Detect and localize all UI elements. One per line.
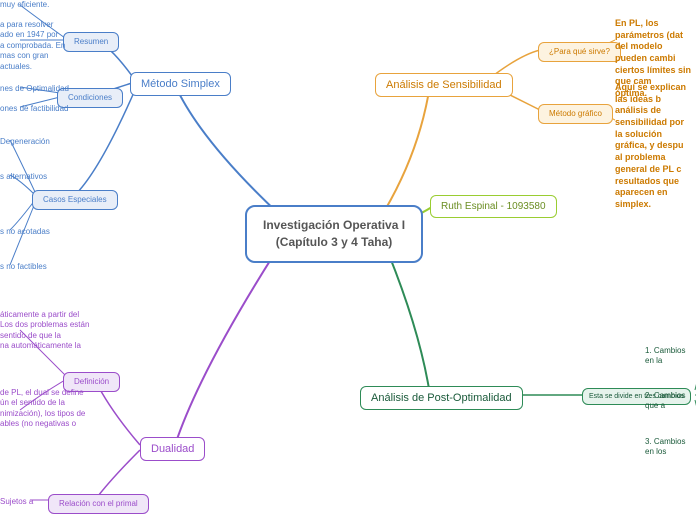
node-resumen[interactable]: Resumen xyxy=(63,32,119,52)
text-def1: áticamente a partir del Los dos problema… xyxy=(0,310,89,352)
node-analisis-sensibilidad[interactable]: Análisis de Sensibilidad xyxy=(375,73,513,97)
center-title-2: (Capítulo 3 y 4 Taha) xyxy=(263,234,405,251)
text-cambio1: 1. Cambios en la xyxy=(645,346,696,367)
node-relacion-primal[interactable]: Relación con el primal xyxy=(48,494,149,514)
text-sujetos: Sujetos a xyxy=(0,497,33,507)
text-resumen: a para resolver ado en 1947 por a compro… xyxy=(0,20,65,72)
text-cambio2: 2. Cambios que a xyxy=(645,391,696,412)
text-metodo-grafico: Aquí se explican las ideas b análisis de… xyxy=(615,82,696,211)
node-dualidad[interactable]: Dualidad xyxy=(140,437,205,461)
text-no-acotadas: s no acotadas xyxy=(0,227,50,237)
text-optimalidad: nes de Optimalidad xyxy=(0,84,69,94)
node-metodo-grafico[interactable]: Método gráfico xyxy=(538,104,613,124)
text-cambio3: 3. Cambios en los xyxy=(645,437,696,458)
text-alternativos: s alternativos xyxy=(0,172,47,182)
center-node: Investigación Operativa I (Capítulo 3 y … xyxy=(245,205,423,263)
node-casos-especiales[interactable]: Casos Especiales xyxy=(32,190,118,210)
node-para-que[interactable]: ¿Para qué sirve? xyxy=(538,42,621,62)
node-metodo-simplex[interactable]: Método Simplex xyxy=(130,72,231,96)
text-eficiente: muy eficiente. xyxy=(0,0,49,10)
node-analisis-post[interactable]: Análisis de Post-Optimalidad xyxy=(360,386,523,410)
text-no-factibles: s no factibles xyxy=(0,262,47,272)
text-factibilidad: ones de factibilidad xyxy=(0,104,69,114)
center-title-1: Investigación Operativa I xyxy=(263,217,405,234)
text-degeneracion: Degeneración xyxy=(0,137,50,147)
text-def2: de PL, el dual se define ún el sentido d… xyxy=(0,388,85,430)
node-ruth[interactable]: Ruth Espinal - 1093580 xyxy=(430,195,557,218)
